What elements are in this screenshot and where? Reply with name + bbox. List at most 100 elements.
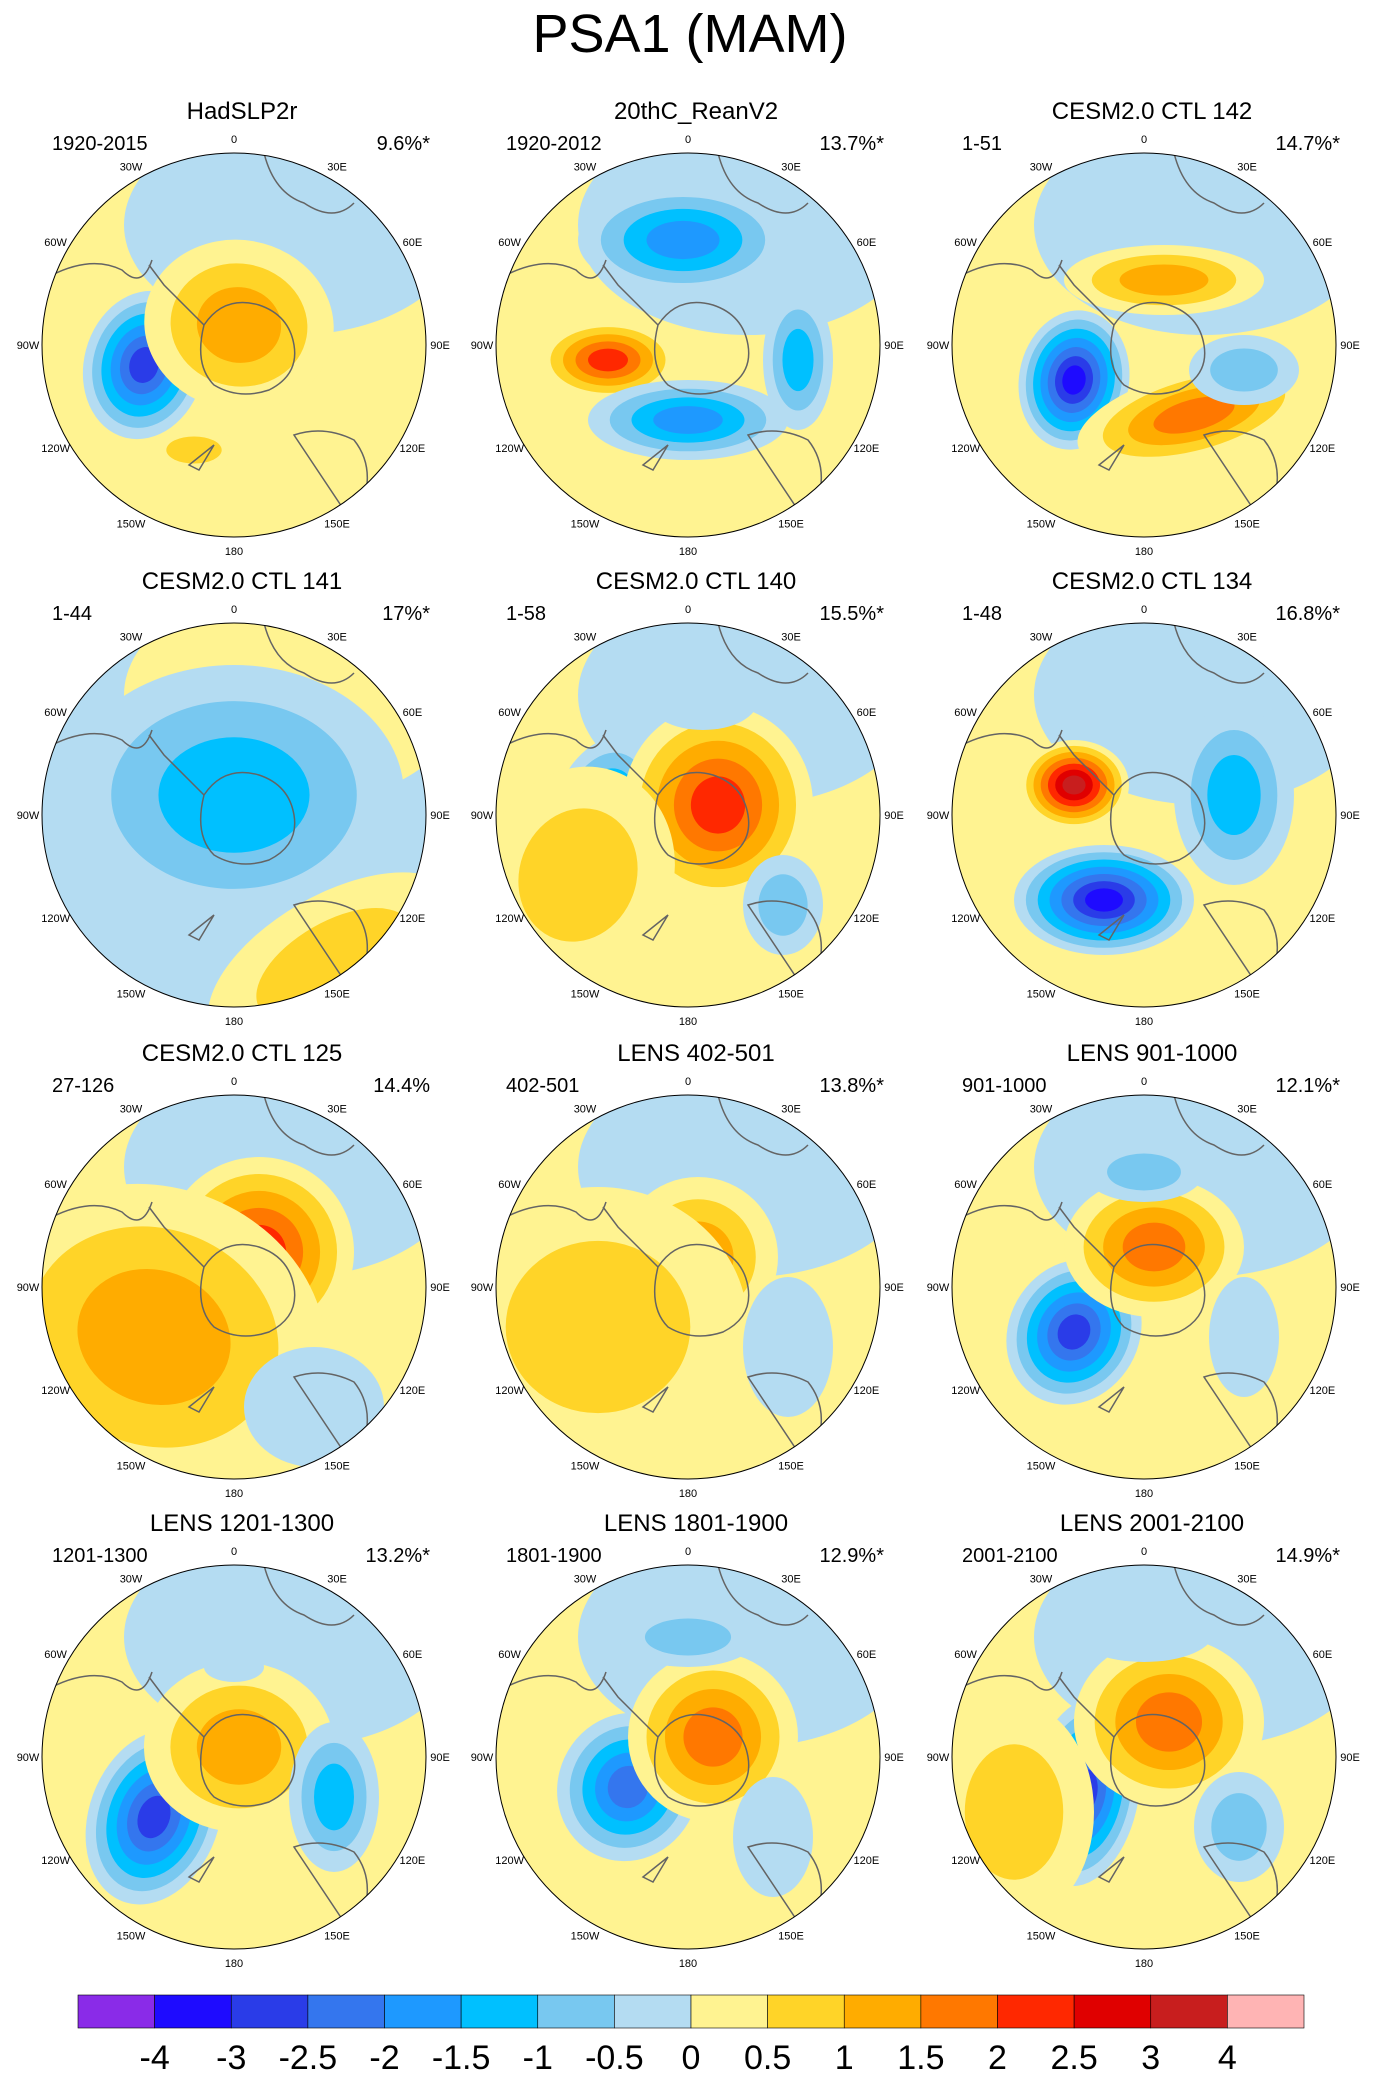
longitude-label: 150E (324, 1930, 350, 1942)
longitude-label: 60E (857, 237, 877, 249)
map-panel: 0 30E 60E 90E 120E 150E 180 150W 120W 90W 60W 30W Ha… (12, 98, 472, 568)
colorbar-swatch (1150, 1994, 1228, 2029)
coastline (717, 623, 809, 684)
longitude-label: 60W (44, 707, 67, 719)
colorbar-tick-label: 3 (1141, 2039, 1161, 2077)
longitude-label: 30W (574, 1104, 597, 1116)
longitude-label: 90W (927, 1752, 950, 1764)
coastline (1097, 1386, 1125, 1413)
panel-variance: 13.8%* (819, 1075, 885, 1097)
longitude-label: 60E (403, 1179, 423, 1191)
coastline (717, 1095, 809, 1156)
longitude-label: 120E (400, 1385, 426, 1397)
longitude-label: 150E (1234, 988, 1260, 1000)
longitude-label: 150E (778, 1930, 804, 1942)
panel-variance: 13.7%* (819, 133, 885, 155)
longitude-label: 180 (225, 1958, 243, 1970)
longitude-label: 150W (1027, 988, 1056, 1000)
longitude-label: 30E (1237, 1104, 1257, 1116)
anomaly-contour (505, 1240, 691, 1414)
colorbar-swatch (230, 1994, 309, 2029)
coastline (1058, 264, 1115, 326)
panel-title: LENS 402-501 (617, 1040, 775, 1067)
panel-variance: 12.1%* (1275, 1075, 1341, 1097)
longitude-label: 120E (1310, 443, 1336, 455)
panel-period: 27-126 (52, 1075, 115, 1097)
longitude-label: 60E (857, 1649, 877, 1661)
coastline (653, 301, 750, 395)
panel-period: 1801-1900 (506, 1545, 602, 1567)
anomaly-contour (204, 1652, 264, 1682)
coastline (1097, 914, 1125, 941)
map-panel: 0 30E 60E 90E 120E 150E 180 150W 120W 90W 60W 30W CE… (922, 98, 1380, 568)
coastline (1058, 734, 1115, 796)
panel-period: 1-48 (962, 603, 1003, 625)
longitude-label: 120W (495, 913, 524, 925)
figure-title: PSA1 (MAM) (532, 4, 848, 64)
colorbar-tick-label: -1.5 (431, 2039, 491, 2077)
longitude-label: 90W (927, 1282, 950, 1294)
anomaly-contour (1062, 365, 1086, 395)
polar-map: 0 30E 60E 90E 120E 150E 180 150W 120W 90W 60W 30W (471, 1076, 904, 1500)
anomaly-contour (690, 776, 746, 834)
longitude-label: 180 (225, 546, 243, 558)
map-boundary (951, 1094, 1337, 1480)
panel-title: CESM2.0 CTL 134 (1051, 568, 1253, 595)
panel-title: LENS 2001-2100 (1059, 1510, 1245, 1537)
longitude-label: 90E (430, 340, 450, 352)
longitude-label: 150E (778, 988, 804, 1000)
coastline (653, 1713, 750, 1807)
anomaly-contour (964, 1744, 1064, 1880)
longitude-label: 90E (884, 1752, 904, 1764)
longitude-label: 120W (951, 1855, 980, 1867)
panel-variance: 14.9%* (1275, 1545, 1341, 1567)
panel-title: CESM2.0 CTL 142 (1051, 98, 1253, 125)
coastline (1173, 623, 1265, 684)
panel-variance: 12.9%* (819, 1545, 885, 1567)
anomaly-contour (1119, 264, 1209, 296)
coastline (199, 1243, 296, 1337)
polar-map: 0 30E 60E 90E 120E 150E 180 150W 120W 90W 60W 30W (927, 134, 1360, 558)
longitude-label: 120W (41, 1385, 70, 1397)
longitude-label: 60W (44, 237, 67, 249)
anomaly-contour (1044, 685, 1184, 735)
anomaly-contour (644, 1618, 732, 1656)
longitude-label: 90W (17, 1282, 40, 1294)
longitude-label: 180 (1135, 1488, 1153, 1500)
map-panel: 0 30E 60E 90E 120E 150E 180 150W 120W 90W 60W 30W CE… (12, 568, 472, 1038)
coastline (602, 264, 659, 326)
coastline (1109, 1713, 1206, 1807)
longitude-label: 180 (679, 1488, 697, 1500)
longitude-label: 90E (430, 810, 450, 822)
coastline (505, 259, 607, 279)
longitude-label: 60E (403, 237, 423, 249)
colorbar-swatch (1227, 1994, 1305, 2029)
colorbar-swatch (767, 1994, 845, 2029)
anomaly-contour (733, 1777, 813, 1897)
longitude-label: 60E (403, 707, 423, 719)
longitude-label: 180 (1135, 546, 1153, 558)
longitude-label: 120W (495, 1385, 524, 1397)
longitude-label: 30W (574, 162, 597, 174)
coastline (602, 1206, 659, 1268)
coastline (641, 1386, 669, 1413)
anomaly-contour (648, 670, 758, 730)
map-panel: 0 30E 60E 90E 120E 150E 180 150W 120W 90W 60W 30W LE… (466, 1040, 926, 1510)
anomaly-contour (1135, 1692, 1203, 1752)
longitude-label: 30E (327, 1574, 347, 1586)
colorbar-tick-label: 4 (1217, 2039, 1237, 2077)
longitude-label: 180 (225, 1488, 243, 1500)
colorbar-swatch (1073, 1994, 1152, 2029)
longitude-label: 90E (1340, 810, 1360, 822)
longitude-label: 180 (679, 1958, 697, 1970)
longitude-label: 150W (117, 518, 146, 530)
panel-title: 20thC_ReanV2 (613, 98, 779, 125)
longitude-label: 120W (951, 443, 980, 455)
longitude-label: 30E (781, 162, 801, 174)
longitude-label: 30E (327, 632, 347, 644)
longitude-label: 120W (41, 1855, 70, 1867)
longitude-label: 180 (225, 1016, 243, 1028)
longitude-label: 180 (679, 546, 697, 558)
panel-title: CESM2.0 CTL 141 (141, 568, 343, 595)
longitude-label: 180 (679, 1016, 697, 1028)
